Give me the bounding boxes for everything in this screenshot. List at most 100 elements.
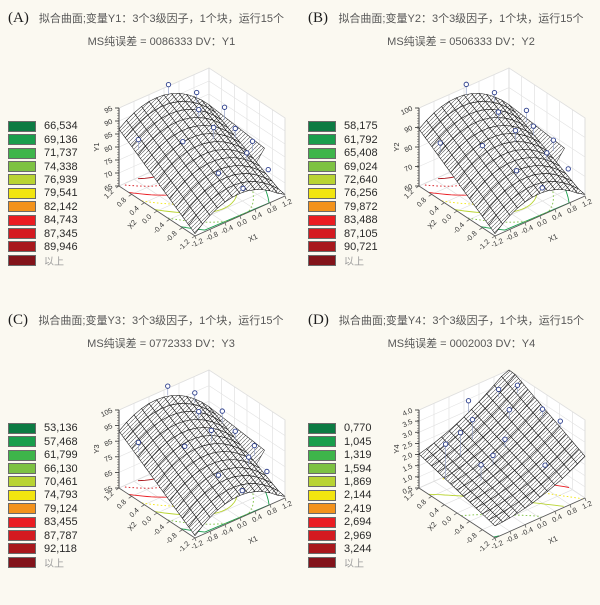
- data-points: [437, 81, 571, 191]
- svg-text:0.4: 0.4: [127, 204, 140, 217]
- svg-text:-1.2: -1.2: [476, 237, 491, 252]
- legend-swatch: [308, 174, 336, 186]
- surface-mesh: [418, 93, 586, 234]
- legend-swatch: [308, 556, 336, 568]
- surface-plot: 5565758595105Y31.20.80.40.0-0.4-0.8-1.2X…: [92, 369, 293, 554]
- panel-title: 拟合曲面;变量Y2：3个3级因子，1个块，运行15个: [338, 13, 584, 25]
- panel-b-header: (B) 拟合曲面;变量Y2：3个3级因子，1个块，运行15个 MS纯误差 = 0…: [300, 0, 600, 49]
- svg-text:X2: X2: [426, 218, 439, 231]
- legend-swatch: [8, 214, 36, 226]
- svg-text:0.8: 0.8: [415, 195, 428, 208]
- legend-value: 71,737: [44, 147, 78, 160]
- panel-label: (B): [308, 10, 328, 26]
- svg-text:0.0: 0.0: [440, 514, 453, 527]
- svg-text:95: 95: [103, 104, 114, 116]
- svg-text:-0.4: -0.4: [451, 220, 466, 235]
- legend-row: 3,244: [308, 542, 390, 555]
- legend-swatch: [308, 201, 336, 213]
- svg-text:3.5: 3.5: [401, 417, 414, 429]
- legend-value: 66,534: [44, 120, 78, 133]
- svg-text:0.8: 0.8: [115, 497, 128, 510]
- legend-swatch: [308, 476, 336, 488]
- svg-text:-0.4: -0.4: [451, 522, 466, 537]
- svg-text:X1: X1: [247, 232, 259, 244]
- panel-subtitle: MS纯误差 = 0506333 DV：Y2: [387, 36, 535, 48]
- svg-text:0.8: 0.8: [566, 505, 579, 517]
- svg-text:-1.2: -1.2: [189, 538, 204, 551]
- svg-text:3.0: 3.0: [401, 428, 414, 440]
- panel-subtitle: MS纯误差 = 0002003 DV：Y4: [387, 338, 536, 350]
- legend-row: 72,640: [308, 173, 390, 186]
- legend-swatch: [8, 422, 36, 434]
- legend-swatch: [8, 543, 36, 555]
- legend-row: 以上: [8, 254, 90, 268]
- svg-text:0.0: 0.0: [536, 519, 549, 531]
- legend-value: 87,105: [344, 227, 378, 240]
- legend-value: 以上: [44, 558, 64, 570]
- svg-text:X2: X2: [126, 520, 139, 533]
- svg-text:-0.8: -0.8: [504, 531, 519, 544]
- surface-mesh: [118, 395, 286, 536]
- legend-value: 84,743: [44, 214, 78, 227]
- legend-swatch: [8, 241, 36, 253]
- surface-plot: 0.51.01.52.02.53.03.54.0Y41.20.80.40.0-0…: [392, 369, 593, 554]
- svg-text:100: 100: [399, 104, 414, 117]
- legend-swatch: [8, 503, 36, 515]
- legend-row: 61,799: [8, 448, 90, 461]
- svg-text:-1.2: -1.2: [489, 236, 504, 249]
- legend-value: 61,799: [44, 449, 78, 462]
- panel-a-header: (A) 拟合曲面;变量Y1：3个3级因子，1个块，运行15个 MS纯误差 = 0…: [0, 0, 300, 49]
- legend-row: 90,721: [308, 240, 390, 253]
- legend-value: 87,787: [44, 529, 78, 542]
- surface-plot: 60708090100Y21.20.80.40.0-0.4-0.8-1.2X2-…: [392, 67, 593, 252]
- legend-row: 1,594: [308, 462, 390, 475]
- svg-text:-0.4: -0.4: [151, 220, 166, 235]
- legend-swatch: [8, 134, 36, 146]
- panel-c-header: (C) 拟合曲面;变量Y3：3个3级因子，1个块，运行15个 MS纯误差 = 0…: [0, 302, 300, 351]
- legend-value: 74,793: [44, 489, 78, 502]
- legend-swatch: [8, 530, 36, 542]
- svg-text:85: 85: [103, 437, 114, 449]
- legend-value: 70,461: [44, 475, 78, 488]
- svg-text:0.8: 0.8: [266, 203, 279, 215]
- svg-text:0.0: 0.0: [236, 519, 249, 531]
- legend-swatch: [308, 449, 336, 461]
- svg-text:0.4: 0.4: [127, 506, 140, 519]
- legend-value: 1,869: [344, 475, 372, 488]
- svg-text:70: 70: [103, 169, 114, 181]
- data-points: [442, 382, 563, 481]
- legend-row: 69,024: [308, 160, 390, 173]
- legend-row: 76,939: [8, 173, 90, 186]
- legend-swatch: [8, 161, 36, 173]
- legend-row: 71,737: [8, 146, 90, 159]
- svg-text:-0.4: -0.4: [219, 223, 234, 236]
- legend-swatch: [8, 201, 36, 213]
- svg-text:-0.8: -0.8: [164, 531, 179, 546]
- svg-text:90: 90: [403, 123, 414, 135]
- legend-value: 89,946: [44, 240, 78, 253]
- legend-value: 82,142: [44, 200, 78, 213]
- legend-row: 79,872: [308, 200, 390, 213]
- svg-text:0.4: 0.4: [251, 512, 264, 524]
- svg-text:75: 75: [103, 452, 114, 464]
- legend-row: 69,136: [8, 133, 90, 146]
- svg-text:-0.4: -0.4: [219, 525, 234, 538]
- legend-row: 82,142: [8, 200, 90, 213]
- svg-text:60: 60: [403, 182, 414, 194]
- legend-swatch: [8, 516, 36, 528]
- svg-text:0.8: 0.8: [115, 195, 128, 208]
- legend-value: 61,792: [344, 133, 378, 146]
- legend-row: 以上: [308, 254, 390, 268]
- svg-text:105: 105: [99, 406, 114, 419]
- legend-value: 87,345: [44, 227, 78, 240]
- legend-row: 84,743: [8, 213, 90, 226]
- legend-swatch: [308, 161, 336, 173]
- svg-text:70: 70: [403, 162, 414, 174]
- svg-text:-0.8: -0.8: [204, 229, 219, 242]
- legend-value: 90,721: [344, 240, 378, 253]
- panel-a: (A) 拟合曲面;变量Y1：3个3级因子，1个块，运行15个 MS纯误差 = 0…: [0, 0, 300, 302]
- svg-text:80: 80: [103, 143, 114, 155]
- panel-subtitle: MS纯误差 = 0086333 DV：Y1: [87, 36, 236, 48]
- legend-value: 2,969: [344, 529, 372, 542]
- svg-text:-1.2: -1.2: [489, 538, 504, 551]
